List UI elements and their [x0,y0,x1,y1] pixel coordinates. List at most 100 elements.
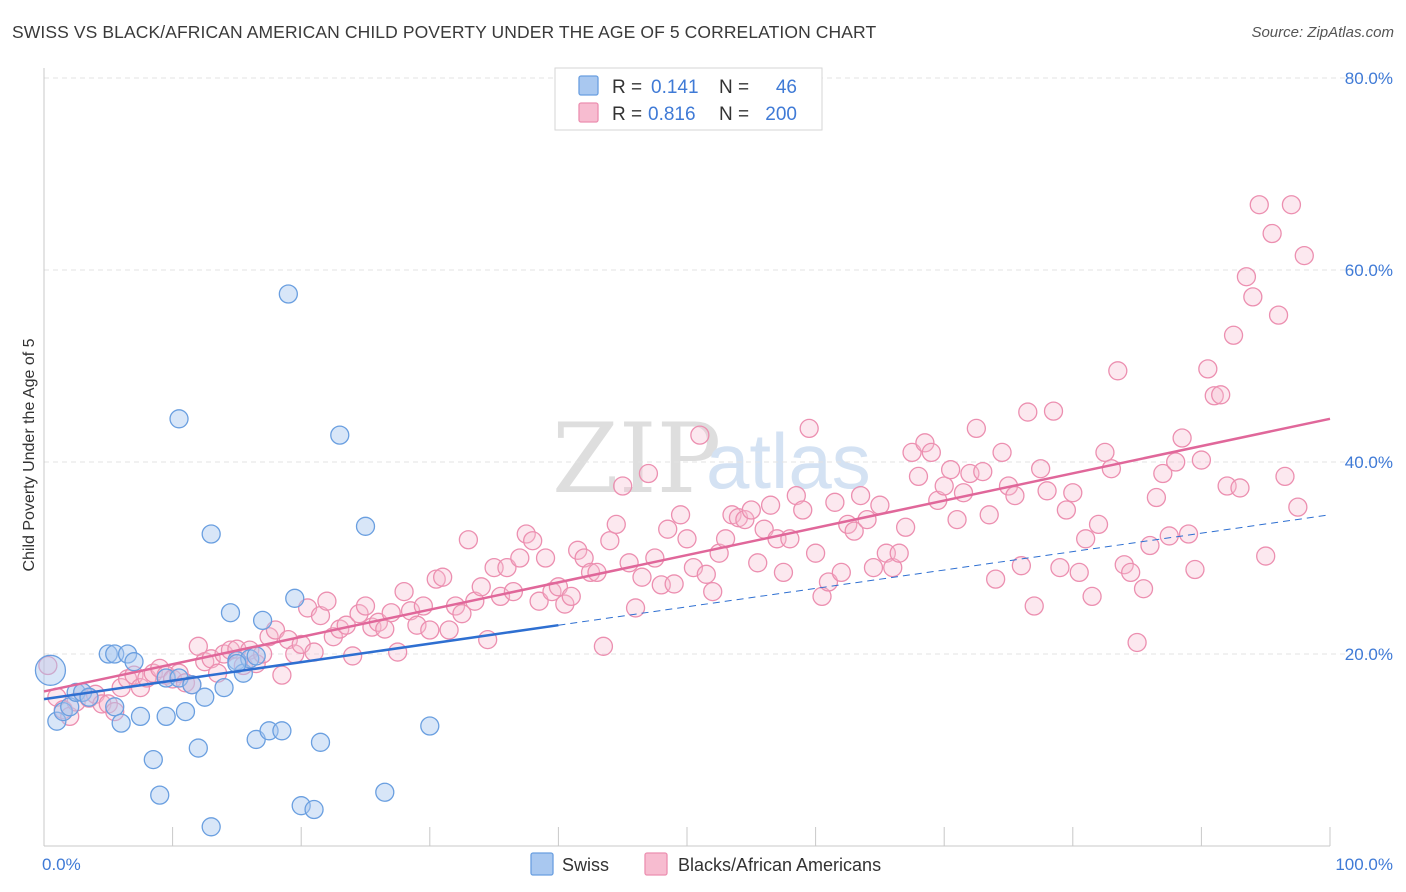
point-swiss [214,677,234,698]
point-swiss [220,603,241,623]
point-black [1172,428,1192,448]
point-black [1037,481,1057,501]
watermark-zip: ZIP [552,403,721,515]
point-black [439,620,459,640]
y-tick-label: 60.0% [1345,261,1393,280]
point-black [265,620,286,640]
point-black [1198,359,1218,379]
trend-line-swiss-extension [558,514,1331,626]
point-black [420,620,440,640]
point-black [870,495,890,515]
legend-n-label-swiss: N = [719,77,749,98]
point-black [850,485,871,506]
point-black [1076,529,1096,549]
y-axis-tick-labels: 20.0% 40.0% 60.0% 80.0% [1345,69,1393,664]
point-black [387,642,408,662]
point-black [1288,497,1308,517]
source-credit[interactable]: Source: ZipAtlas.com [1251,24,1394,41]
point-black [568,540,588,560]
point-black [452,604,472,624]
point-black [1050,557,1070,578]
point-black [606,514,626,535]
trend-lines [43,417,1331,701]
point-black [748,553,768,573]
point-black [1178,524,1199,544]
bottom-legend-swatch-black [644,852,668,876]
y-axis-label: Child Poverty Under the Age of 5 [21,338,38,571]
point-black [1024,596,1044,616]
point-swiss [98,644,118,664]
point-black [844,521,864,541]
point-swiss [143,749,163,770]
point-black [535,548,556,568]
point-black [1211,385,1231,405]
point-black [632,567,652,587]
point-black [1088,514,1109,535]
point-black [818,572,839,592]
point-black [966,418,986,439]
point-black [979,505,999,525]
trend-line-swiss [43,623,559,701]
point-swiss [310,732,331,752]
point-black [805,543,826,563]
point-black [1236,267,1257,287]
point-black [670,505,691,525]
point-black [1294,245,1314,266]
point-black [1101,459,1122,479]
point-black [272,665,292,685]
point-swiss [201,524,221,544]
point-black [703,581,723,602]
point-black [375,619,395,639]
point-black [690,425,710,445]
point-black [735,509,755,530]
point-black [471,577,491,597]
point-black [1268,305,1289,325]
point-black [1275,466,1295,487]
point-black [857,509,877,530]
x-axis-ticks [43,827,1331,846]
point-black [1063,483,1083,503]
point-black [799,418,819,439]
point-black [613,476,633,496]
x-tick-label-min: 0.0% [42,855,81,874]
point-swiss [188,738,208,758]
point-black [1114,555,1134,575]
point-black [973,461,993,482]
point-black [1256,546,1276,566]
point-black [105,701,125,722]
point-black [523,531,543,551]
bottom-legend-swatch-swiss [530,852,554,876]
series-swiss-points [34,284,440,837]
y-tick-label: 40.0% [1345,453,1393,472]
point-swiss [124,652,144,672]
point-black [1127,632,1147,653]
point-black [992,442,1012,463]
point-swiss [182,675,202,695]
point-black [825,492,845,512]
point-black [760,495,781,515]
bottom-legend-label-swiss: Swiss [562,855,609,875]
point-black [793,500,813,520]
point-black [38,655,58,676]
point-black [510,548,530,568]
point-swiss [156,706,176,727]
point-black [1121,562,1141,583]
point-black [985,569,1006,589]
point-swiss [169,409,189,429]
x-tick-label-max: 100.0% [1335,855,1393,874]
point-black [1249,195,1269,215]
point-swiss [272,721,292,741]
y-tick-label: 80.0% [1345,69,1393,88]
point-swiss [278,284,298,304]
point-black [600,531,620,551]
point-black [349,604,369,624]
point-black [394,581,414,602]
point-swiss [130,706,151,727]
point-black [1230,478,1250,498]
legend-r-label-black: R = [612,104,642,125]
point-black [889,543,909,563]
point-swiss [195,687,215,707]
point-black [555,594,575,614]
point-swiss [285,588,305,608]
